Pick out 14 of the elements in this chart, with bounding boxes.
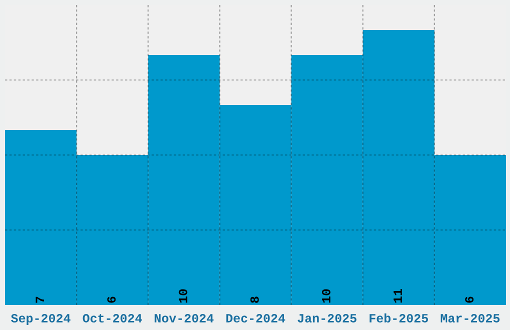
- x-tick-label: Sep-2024: [11, 314, 70, 325]
- x-tick-label: Feb-2025: [370, 313, 428, 323]
- data-label: 6: [465, 296, 474, 303]
- x-tick-label: Oct-2024: [82, 314, 142, 323]
- data-label: 7: [36, 296, 44, 303]
- x-tick-label: Nov-2024: [154, 314, 214, 323]
- data-label: 8: [250, 296, 259, 303]
- data-label: 11: [394, 289, 402, 303]
- data-label: 6: [107, 296, 116, 303]
- x-tick-label: Mar-2025: [440, 314, 500, 323]
- data-label: 10: [178, 289, 188, 303]
- x-tick-label: Jan-2025: [298, 314, 356, 323]
- x-tick-label: Dec-2024: [226, 314, 286, 323]
- data-label: 10: [322, 289, 330, 303]
